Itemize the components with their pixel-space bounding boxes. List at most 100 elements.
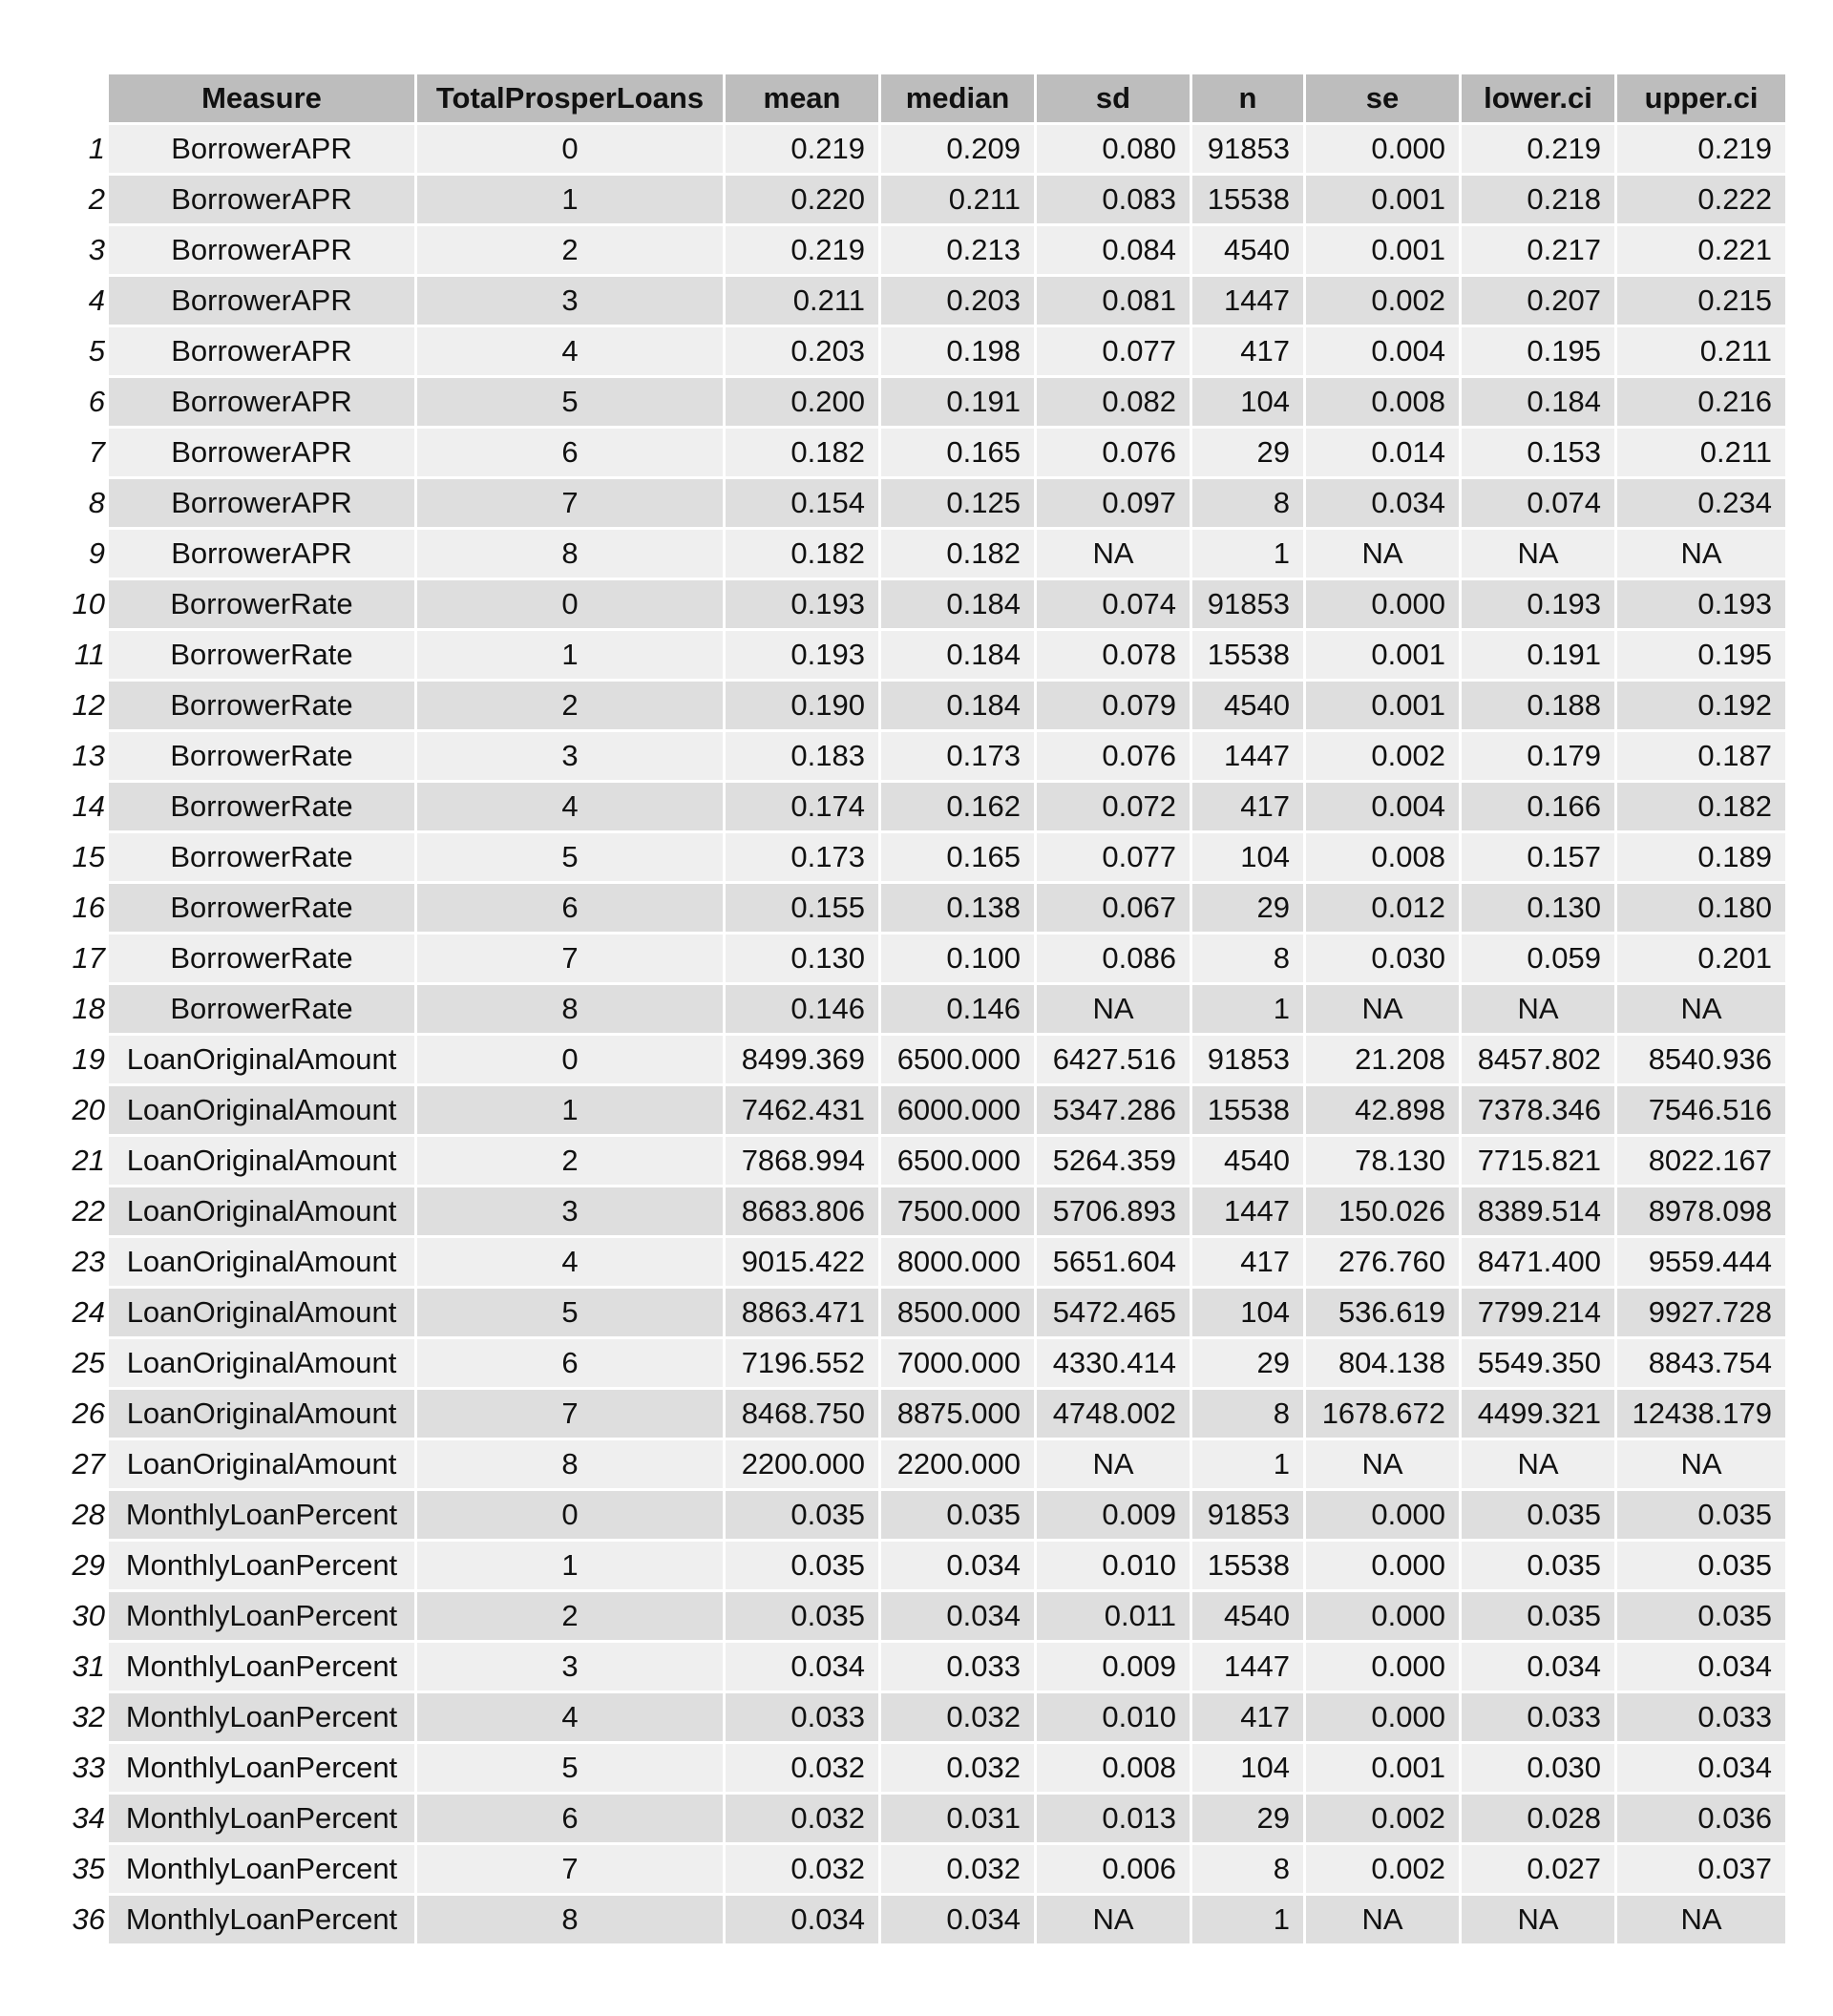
upper-ci-cell: 0.189 xyxy=(1617,833,1785,881)
table-row: 7 BorrowerAPR 6 0.182 0.165 0.076 29 0.014 0.153… xyxy=(66,429,1785,476)
n-cell: 1 xyxy=(1192,985,1303,1033)
sd-cell: 0.013 xyxy=(1037,1795,1190,1842)
measure-cell: BorrowerRate xyxy=(109,934,414,982)
lower-ci-cell: 4499.321 xyxy=(1462,1390,1614,1438)
median-cell: 7000.000 xyxy=(881,1339,1034,1387)
lower-ci-cell: 0.193 xyxy=(1462,580,1614,628)
se-cell: 0.008 xyxy=(1306,378,1459,426)
se-cell: 0.000 xyxy=(1306,1542,1459,1589)
table-row: 30 MonthlyLoanPercent 2 0.035 0.034 0.011 4540… xyxy=(66,1592,1785,1640)
sd-cell: NA xyxy=(1037,1896,1190,1943)
sd-cell: 0.074 xyxy=(1037,580,1190,628)
lower-ci-cell: 8457.802 xyxy=(1462,1036,1614,1083)
measure-cell: BorrowerAPR xyxy=(109,277,414,325)
n-cell: 91853 xyxy=(1192,1036,1303,1083)
total-prosper-loans-cell: 0 xyxy=(417,125,723,173)
table-row: 8 BorrowerAPR 7 0.154 0.125 0.097 8 0.034 0.074 0… xyxy=(66,479,1785,527)
lower-ci-cell: 7799.214 xyxy=(1462,1289,1614,1336)
lower-ci-cell: 0.166 xyxy=(1462,783,1614,830)
n-cell: 104 xyxy=(1192,378,1303,426)
table-row: 3 BorrowerAPR 2 0.219 0.213 0.084 4540 0.001 0.2… xyxy=(66,226,1785,274)
table-body: 1 BorrowerAPR 0 0.219 0.209 0.080 91853 0.000 0.… xyxy=(66,125,1785,1943)
median-cell: 0.184 xyxy=(881,580,1034,628)
total-prosper-loans-cell: 5 xyxy=(417,1289,723,1336)
upper-ci-cell: 8843.754 xyxy=(1617,1339,1785,1387)
measure-cell: MonthlyLoanPercent xyxy=(109,1896,414,1943)
median-cell: 6000.000 xyxy=(881,1086,1034,1134)
median-cell: 0.203 xyxy=(881,277,1034,325)
n-cell: 91853 xyxy=(1192,1491,1303,1539)
sd-cell: 0.067 xyxy=(1037,884,1190,932)
lower-ci-cell: 0.034 xyxy=(1462,1643,1614,1690)
measure-cell: BorrowerAPR xyxy=(109,479,414,527)
measure-cell: BorrowerAPR xyxy=(109,530,414,578)
measure-cell: BorrowerAPR xyxy=(109,378,414,426)
upper-ci-cell: 12438.179 xyxy=(1617,1390,1785,1438)
se-cell: 0.000 xyxy=(1306,1592,1459,1640)
median-cell: 8000.000 xyxy=(881,1238,1034,1286)
se-cell: 0.000 xyxy=(1306,1643,1459,1690)
mean-cell: 0.130 xyxy=(726,934,878,982)
column-header-median: median xyxy=(881,74,1034,122)
table-row: 36 MonthlyLoanPercent 8 0.034 0.034 NA 1 NA NA NA xyxy=(66,1896,1785,1943)
sd-cell: 0.009 xyxy=(1037,1643,1190,1690)
median-cell: 0.198 xyxy=(881,327,1034,375)
table-row: 29 MonthlyLoanPercent 1 0.035 0.034 0.010 1553… xyxy=(66,1542,1785,1589)
upper-ci-cell: 0.035 xyxy=(1617,1542,1785,1589)
total-prosper-loans-cell: 4 xyxy=(417,327,723,375)
column-header-lower-ci: lower.ci xyxy=(1462,74,1614,122)
measure-cell: MonthlyLoanPercent xyxy=(109,1491,414,1539)
row-number: 23 xyxy=(72,1245,105,1278)
mean-cell: 0.032 xyxy=(726,1795,878,1842)
n-cell: 1447 xyxy=(1192,1187,1303,1235)
sd-cell: 5264.359 xyxy=(1037,1137,1190,1185)
sd-cell: 0.010 xyxy=(1037,1542,1190,1589)
column-header-n: n xyxy=(1192,74,1303,122)
upper-ci-cell: 0.201 xyxy=(1617,934,1785,982)
upper-ci-cell: 0.034 xyxy=(1617,1744,1785,1792)
se-cell: 0.008 xyxy=(1306,833,1459,881)
total-prosper-loans-cell: 0 xyxy=(417,1491,723,1539)
median-cell: 0.033 xyxy=(881,1643,1034,1690)
n-cell: 1447 xyxy=(1192,1643,1303,1690)
lower-ci-cell: 0.179 xyxy=(1462,732,1614,780)
n-cell: 15538 xyxy=(1192,631,1303,679)
median-cell: 0.165 xyxy=(881,429,1034,476)
sd-cell: 0.009 xyxy=(1037,1491,1190,1539)
mean-cell: 0.203 xyxy=(726,327,878,375)
upper-ci-cell: 0.193 xyxy=(1617,580,1785,628)
mean-cell: 9015.422 xyxy=(726,1238,878,1286)
measure-cell: LoanOriginalAmount xyxy=(109,1390,414,1438)
mean-cell: 0.035 xyxy=(726,1592,878,1640)
total-prosper-loans-cell: 7 xyxy=(417,1845,723,1893)
measure-cell: BorrowerRate xyxy=(109,631,414,679)
row-number: 16 xyxy=(72,891,105,924)
lower-ci-cell: 0.191 xyxy=(1462,631,1614,679)
table-row: 25 LoanOriginalAmount 6 7196.552 7000.000 433… xyxy=(66,1339,1785,1387)
row-number: 36 xyxy=(72,1902,105,1936)
table-row: 5 BorrowerAPR 4 0.203 0.198 0.077 417 0.004 0.19… xyxy=(66,327,1785,375)
total-prosper-loans-cell: 1 xyxy=(417,1086,723,1134)
mean-cell: 0.190 xyxy=(726,682,878,729)
lower-ci-cell: NA xyxy=(1462,530,1614,578)
total-prosper-loans-cell: 5 xyxy=(417,1744,723,1792)
row-number: 19 xyxy=(72,1042,105,1076)
row-number: 25 xyxy=(72,1346,105,1379)
upper-ci-cell: NA xyxy=(1617,1440,1785,1488)
total-prosper-loans-cell: 6 xyxy=(417,1339,723,1387)
row-number: 5 xyxy=(88,334,105,368)
median-cell: 0.213 xyxy=(881,226,1034,274)
measure-cell: LoanOriginalAmount xyxy=(109,1187,414,1235)
upper-ci-cell: 0.222 xyxy=(1617,176,1785,223)
mean-cell: 8683.806 xyxy=(726,1187,878,1235)
measure-cell: BorrowerAPR xyxy=(109,429,414,476)
n-cell: 8 xyxy=(1192,1390,1303,1438)
median-cell: 0.211 xyxy=(881,176,1034,223)
row-number: 24 xyxy=(72,1295,105,1329)
n-cell: 91853 xyxy=(1192,580,1303,628)
n-cell: 417 xyxy=(1192,783,1303,830)
n-cell: 417 xyxy=(1192,1238,1303,1286)
row-number: 18 xyxy=(72,992,105,1025)
median-cell: 0.035 xyxy=(881,1491,1034,1539)
table-row: 10 BorrowerRate 0 0.193 0.184 0.074 91853 0.000… xyxy=(66,580,1785,628)
